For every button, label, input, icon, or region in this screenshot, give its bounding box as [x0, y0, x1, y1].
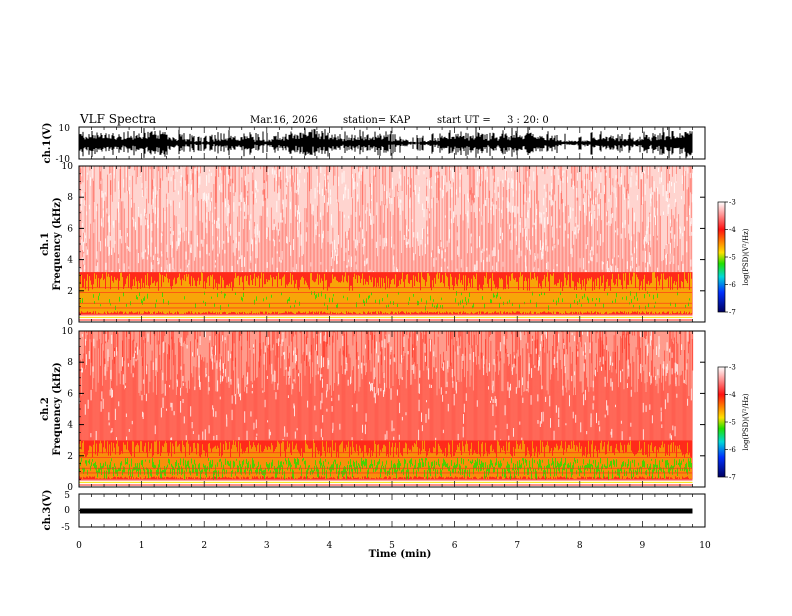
cb1-tick-label-0: -3: [729, 199, 736, 207]
ch2-spectrogram-ylabel-channel: ch.2: [40, 397, 51, 421]
ch3-ylabel: ch.3(V): [42, 489, 53, 530]
p2-yticks-label-2: 6: [67, 224, 73, 234]
time-tick-label-9: 9: [640, 541, 646, 551]
cb1-tick-label-4: -7: [729, 309, 736, 317]
p3-heat-base-stripe-0: [79, 479, 693, 481]
cb2-label: log(PSD)(V²/Hz): [742, 393, 750, 450]
cb1-label: log(PSD)(V²/Hz): [742, 228, 750, 285]
p2-yticks-label-3: 4: [67, 256, 73, 266]
time-tick-label-8: 8: [577, 541, 583, 551]
p2-heat-base-stripe-4: [79, 319, 693, 321]
p3-yticks-label-1: 8: [67, 358, 73, 368]
ch3-waveform-line: [80, 508, 693, 514]
ch3-waveform-trace: [79, 493, 693, 528]
ch1-waveform-line: [79, 127, 693, 159]
time-tick-label-3: 3: [264, 541, 270, 551]
cb2-gradient: [717, 366, 726, 478]
time-tick-label-5: 5: [389, 541, 395, 551]
p3-yticks-label-0: 10: [62, 327, 74, 337]
ch3-ytick-bottom: -5: [61, 523, 70, 533]
p2-yticks-label-5: 0: [67, 318, 73, 328]
ch1-colorbar: -3 -4 -5 -6 -7 log(PSD)(V²/Hz): [717, 199, 750, 317]
ch2-spectrogram-ylabel: Frequency (kHz): [52, 362, 63, 455]
date-label: Mar.16, 2026: [250, 115, 318, 126]
cb2-tick-label-0: -3: [729, 364, 736, 372]
ch1-ytick-top: 10: [59, 124, 71, 134]
time-tick-label-2: 2: [201, 541, 207, 551]
p2-heat-base-stripe-2: [79, 316, 693, 319]
p3-heat-base-stripe-1: [79, 480, 693, 482]
cb1-gradient: [717, 201, 726, 313]
time-tick-label-4: 4: [327, 541, 333, 551]
p3-heat-base-stripe-2: [79, 481, 693, 484]
p3-heat-base-stripe-4: [79, 484, 693, 486]
p2-heat-green-band: [80, 291, 690, 311]
time-tick-label-1: 1: [139, 541, 145, 551]
p3-heat-base-stripe-5: [79, 485, 693, 487]
p2-heat-base-stripe-0: [79, 314, 693, 316]
p2-yticks-label-0: 10: [62, 162, 74, 172]
ch2-spectrogram-heatmap: [78, 331, 705, 487]
ch3-ytick-middle: 0: [64, 506, 70, 516]
ch1-spectrogram-ylabel: Frequency (kHz): [52, 197, 63, 290]
ch1-spectrogram-ylabel-channel: ch.1: [40, 232, 51, 256]
cb2-tick-label-4: -7: [729, 474, 736, 482]
ch1-spectrogram-panel: 10 8 6 4 2 0 ch.1 Frequency (kHz): [40, 162, 706, 328]
time-tick-label-0: 0: [76, 541, 82, 551]
p2-heat-base-stripe-3: [79, 318, 693, 320]
p2-heat-base-stripe-1: [79, 315, 693, 317]
p2-yticks-label-1: 8: [67, 193, 73, 203]
p2-yticks-label-4: 2: [67, 287, 73, 297]
time-axis: 0 1 2 3 4 5 6 7 8 9 10: [76, 127, 711, 551]
p3-yticks-label-3: 4: [67, 421, 73, 431]
ch2-colorbar: -3 -4 -5 -6 -7 log(PSD)(V²/Hz): [717, 364, 750, 482]
cb1-tick-label-1: -4: [729, 226, 736, 234]
time-axis-label: Time (min): [369, 549, 432, 560]
time-tick-label-10: 10: [699, 541, 711, 551]
cb1-tick-label-2: -5: [729, 254, 736, 262]
p3-yticks-label-2: 6: [67, 389, 73, 399]
ch1-ytick-bottom: -10: [56, 155, 71, 165]
cb2-tick-label-3: -6: [729, 446, 736, 454]
cb2-tick-label-1: -4: [729, 391, 736, 399]
cb1-tick-label-3: -6: [729, 281, 736, 289]
start-ut-label: start UT =: [437, 115, 491, 126]
cb2-tick-label-2: -5: [729, 419, 736, 427]
ch3-ytick-top: 5: [64, 491, 70, 501]
time-tick-label-6: 6: [452, 541, 458, 551]
p3-yticks-label-4: 2: [67, 452, 73, 462]
station-label: station= KAP: [343, 115, 411, 126]
p3-heat-white-gaps: [78, 331, 692, 452]
p2-heat-base-stripe-5: [79, 320, 693, 322]
time-tick-label-7: 7: [514, 541, 520, 551]
start-ut-time: 3 : 20: 0: [507, 115, 549, 126]
ch1-waveform-trace: [79, 127, 693, 159]
ch2-spectrogram-panel: 10 8 6 4 2 0 ch.2 Frequency (kHz): [40, 327, 706, 493]
ch1-ylabel: ch.1(V): [42, 122, 53, 163]
p3-heat-base-stripe-3: [79, 483, 693, 485]
figure-title: VLF Spectra: [79, 112, 156, 126]
p3-yticks-label-5: 0: [67, 483, 73, 493]
ch1-spectrogram-heatmap: [79, 166, 705, 322]
